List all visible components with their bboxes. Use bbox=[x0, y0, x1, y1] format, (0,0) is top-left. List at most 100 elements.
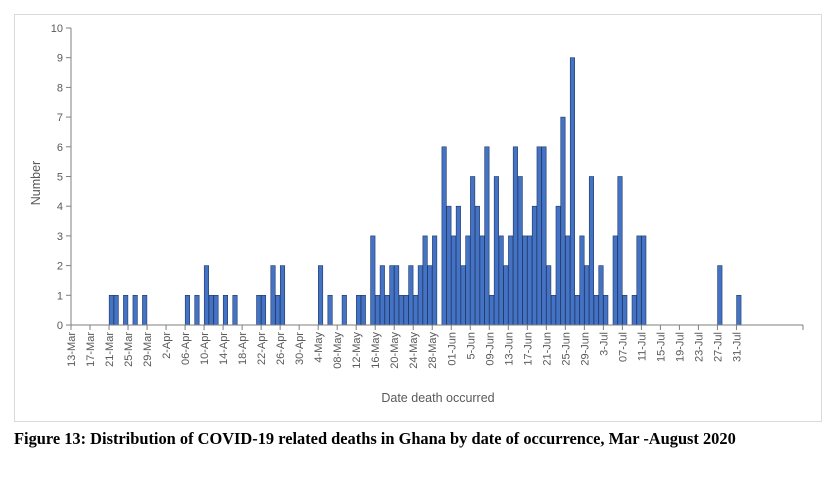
bar bbox=[489, 294, 495, 326]
x-tick-label: 31-Jul bbox=[731, 332, 743, 362]
bar bbox=[398, 294, 404, 326]
x-tick-label: 4-May bbox=[313, 332, 325, 363]
bar bbox=[222, 294, 228, 326]
x-tick-label: 19-Jul bbox=[674, 332, 686, 362]
bar bbox=[417, 265, 423, 326]
bar bbox=[579, 235, 585, 326]
bar bbox=[527, 235, 533, 326]
y-ticks-group: 0 1 2 3 4 5 6 7 8 9 10 bbox=[51, 23, 71, 332]
bar bbox=[460, 265, 466, 326]
bar bbox=[379, 265, 385, 326]
bar bbox=[479, 235, 485, 326]
bar bbox=[641, 235, 647, 326]
bar bbox=[108, 294, 114, 326]
bar bbox=[232, 294, 238, 326]
x-tick-label: 3-Jul bbox=[598, 332, 610, 356]
x-tick-label: 10-Apr bbox=[199, 332, 211, 365]
bar bbox=[427, 265, 433, 326]
bar bbox=[408, 265, 414, 326]
bar bbox=[474, 205, 480, 326]
x-tick-label: 29-Jun bbox=[579, 332, 591, 366]
x-tick-label: 06-Apr bbox=[180, 332, 192, 365]
bar bbox=[517, 176, 523, 326]
bar bbox=[184, 294, 190, 326]
bar bbox=[360, 294, 366, 326]
bar bbox=[565, 235, 571, 326]
x-tick-label: 15-Jul bbox=[655, 332, 667, 362]
x-tick-label: 21-Mar bbox=[104, 332, 116, 367]
x-tick-label: 25-Mar bbox=[123, 332, 135, 367]
y-tick-label: 9 bbox=[57, 53, 63, 65]
bar bbox=[270, 265, 276, 326]
x-tick-label: 09-Jun bbox=[484, 332, 496, 366]
bar bbox=[574, 294, 580, 326]
y-tick-label: 1 bbox=[57, 290, 63, 302]
x-tick-label: 17-Mar bbox=[85, 332, 97, 367]
bar bbox=[413, 294, 419, 326]
bar bbox=[451, 235, 457, 326]
bar bbox=[213, 294, 219, 326]
bar bbox=[394, 265, 400, 326]
bar bbox=[555, 205, 561, 326]
bar bbox=[256, 294, 262, 326]
bar bbox=[593, 294, 599, 326]
bar bbox=[631, 294, 637, 326]
x-tick-label: 08-May bbox=[332, 332, 344, 369]
x-tick-label: 27-Jul bbox=[712, 332, 724, 362]
y-tick-label: 0 bbox=[57, 320, 63, 332]
y-tick-label: 3 bbox=[57, 231, 63, 243]
bar bbox=[508, 235, 514, 326]
bar bbox=[384, 294, 390, 326]
bar bbox=[375, 294, 381, 326]
bars-group bbox=[108, 57, 742, 326]
x-tick-label: 26-Apr bbox=[275, 332, 287, 365]
bar bbox=[484, 146, 490, 326]
bar bbox=[493, 176, 499, 326]
bar bbox=[279, 265, 286, 326]
bar bbox=[531, 205, 537, 326]
y-tick-label: 7 bbox=[57, 112, 63, 124]
bar bbox=[370, 235, 376, 326]
bar bbox=[522, 235, 528, 326]
x-tick-label: 2-Apr bbox=[161, 332, 173, 359]
y-axis-title: Number bbox=[29, 161, 43, 205]
x-tick-label: 14-Apr bbox=[218, 332, 230, 365]
bar bbox=[389, 265, 395, 326]
x-tick-label: 24-May bbox=[408, 332, 420, 369]
x-ticks-group: 13-Mar 17-Mar 21-Mar 25-Mar 29-Mar 2-Apr 06-Ap… bbox=[66, 325, 804, 369]
bar bbox=[736, 294, 742, 326]
x-tick-label: 25-Jun bbox=[560, 332, 572, 366]
x-tick-label: 28-May bbox=[427, 332, 439, 369]
bar bbox=[498, 235, 504, 326]
figure-caption: Figure 13: Distribution of COVID-19 rela… bbox=[14, 429, 736, 448]
deaths-bar-chart: 0 1 2 3 4 5 6 7 8 9 10 13-Mar 17-Mar 21-Mar 25-Mar 29-… bbox=[29, 23, 804, 405]
bar bbox=[403, 294, 409, 326]
bar bbox=[612, 235, 618, 326]
bar bbox=[455, 205, 461, 326]
chart-frame: 0 1 2 3 4 5 6 7 8 9 10 13-Mar 17-Mar 21-Mar 25-Mar 29-… bbox=[14, 14, 822, 422]
x-tick-label: 29-Mar bbox=[142, 332, 154, 367]
bar bbox=[598, 265, 604, 326]
bar bbox=[318, 265, 324, 326]
bar bbox=[208, 294, 214, 326]
bar bbox=[636, 235, 642, 326]
x-tick-label: 30-Apr bbox=[294, 332, 306, 365]
bar bbox=[584, 265, 590, 326]
bar bbox=[617, 176, 623, 326]
x-axis-title: Date death occurred bbox=[381, 391, 494, 405]
x-tick-label: 22-Apr bbox=[256, 332, 268, 365]
x-tick-label: 11-Jul bbox=[636, 332, 648, 361]
y-tick-label: 8 bbox=[57, 82, 63, 94]
y-tick-label: 5 bbox=[57, 172, 63, 184]
x-tick-label: 17-Jun bbox=[522, 332, 534, 366]
y-tick-label: 6 bbox=[57, 142, 63, 154]
bar bbox=[327, 294, 333, 326]
x-tick-label: 5-Jun bbox=[465, 332, 477, 360]
x-tick-label: 20-May bbox=[389, 332, 401, 369]
bar bbox=[422, 235, 428, 326]
bar bbox=[503, 265, 509, 326]
bar bbox=[541, 146, 547, 326]
bar bbox=[536, 146, 542, 326]
x-tick-label: 12-May bbox=[351, 332, 363, 369]
bar bbox=[132, 294, 138, 326]
